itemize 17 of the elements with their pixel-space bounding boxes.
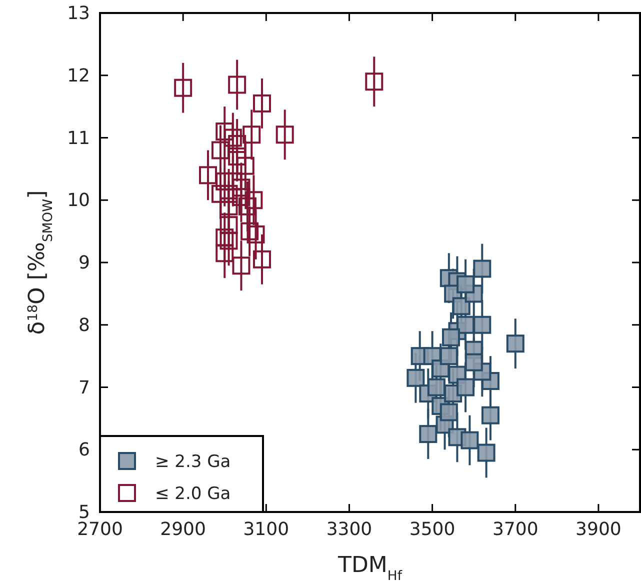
x-tick-label: 3900: [576, 519, 622, 540]
x-tick-label: 3500: [409, 519, 456, 540]
y-tick-label: 9: [78, 252, 90, 274]
legend-label: ≤ 2.0 Ga: [155, 484, 231, 504]
x-tick-label: 3100: [243, 519, 290, 540]
x-axis-title: TDM$_{Hf}$: [337, 553, 402, 584]
y-tick-label: 11: [67, 128, 90, 149]
x-tick-label: 3300: [326, 519, 372, 540]
y-tick-label: 7: [78, 377, 90, 398]
y-tick-label: 8: [78, 314, 90, 336]
y-tick-label: 10: [67, 190, 90, 212]
x-tick-label: 3700: [492, 519, 538, 540]
legend-label: ≥ 2.3 Ga: [155, 452, 231, 472]
y-tick-label: 13: [67, 3, 90, 24]
y-tick-label: 12: [67, 65, 90, 86]
y-tick-label: 6: [78, 440, 90, 461]
x-tick-label: 2900: [160, 519, 206, 540]
